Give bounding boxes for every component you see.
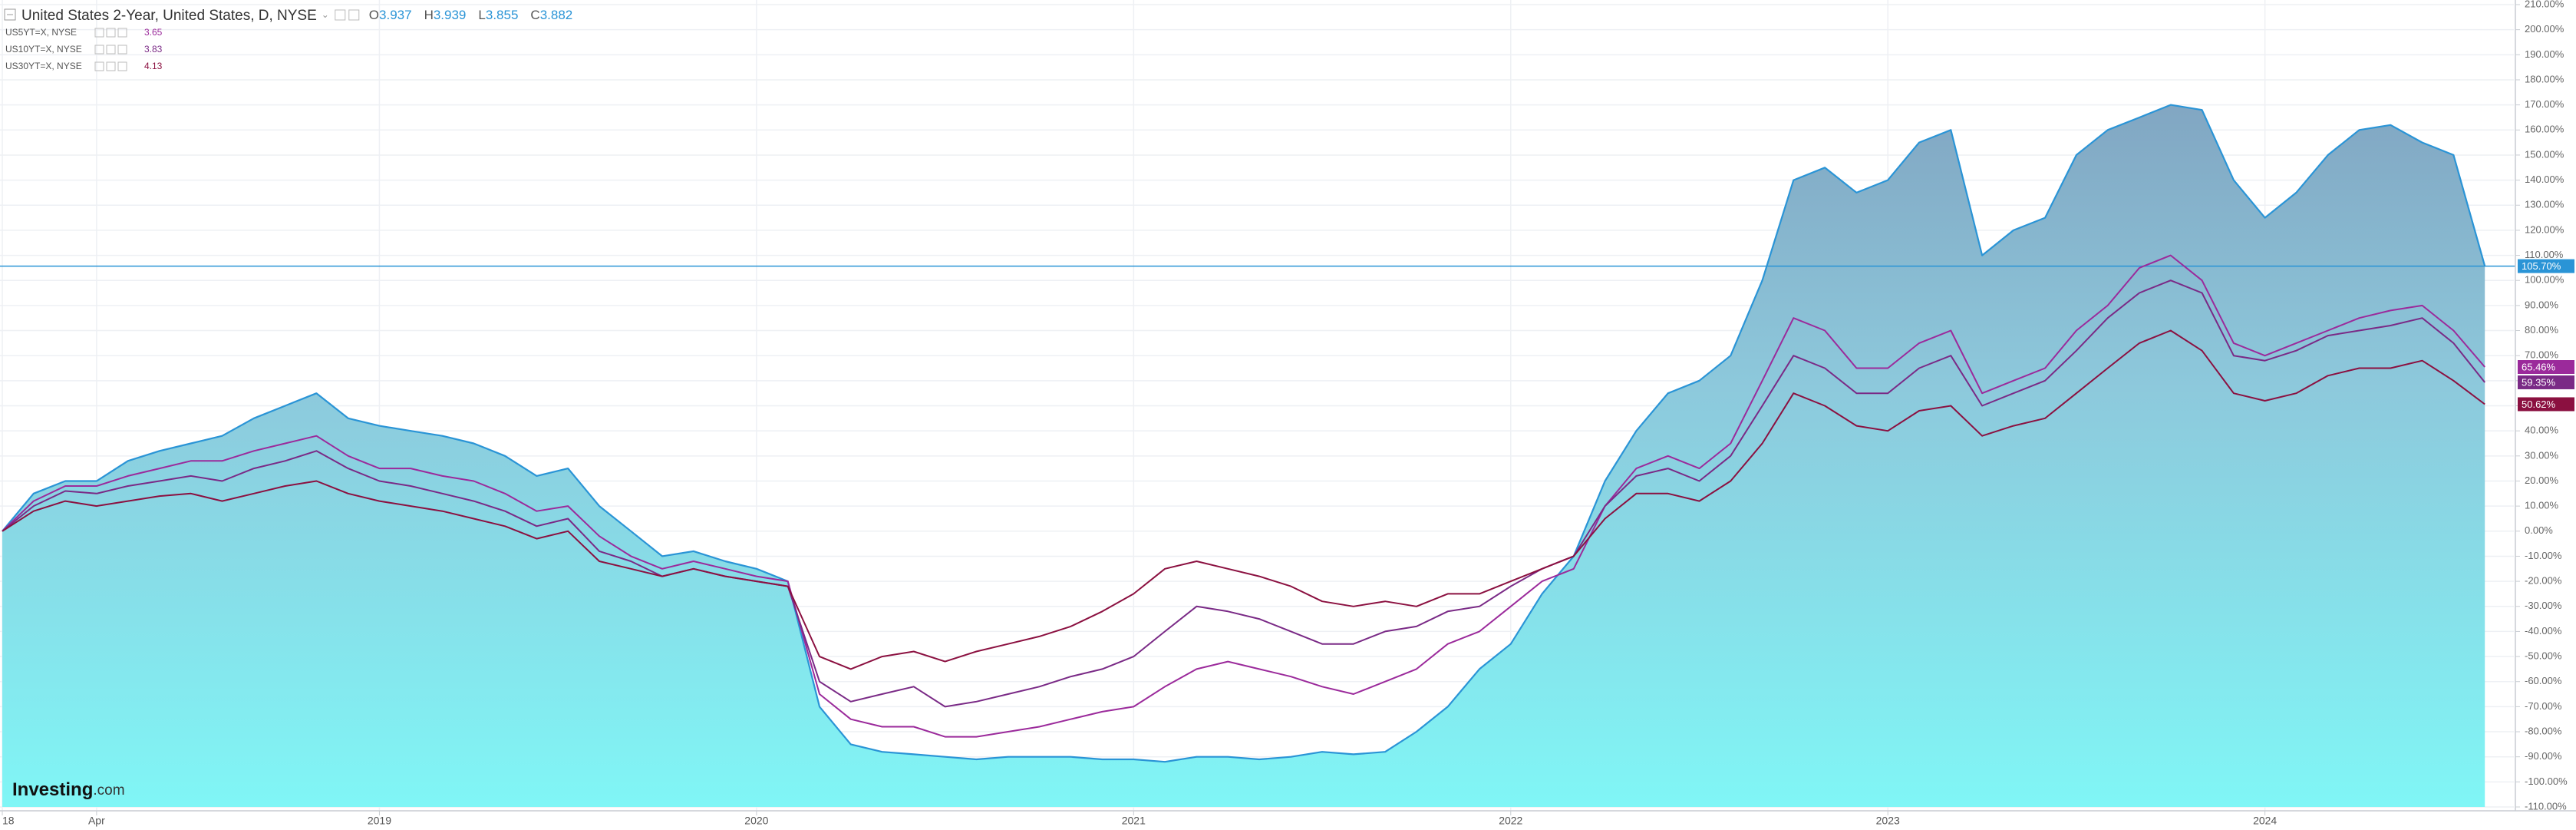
header-icon: [335, 9, 346, 21]
last-value-label: 65.46%: [2522, 361, 2556, 372]
header: United States 2-Year, United States, D, …: [4, 8, 572, 71]
line: [2, 279, 2485, 708]
legend-icon: [106, 45, 116, 55]
x-tick-label: 2023: [1876, 815, 1900, 827]
line: [2, 329, 2485, 670]
y-tick-label: -70.00%: [2525, 700, 2562, 712]
y-tick-label: 10.00%: [2525, 500, 2559, 511]
y-tick-label: 190.00%: [2525, 48, 2564, 60]
chart-title: United States 2-Year, United States, D, …: [21, 8, 317, 24]
x-tick-label: 2020: [744, 815, 768, 827]
legend-icon: [106, 28, 116, 38]
y-tick-label: 40.00%: [2525, 425, 2559, 436]
ohlc-label: C: [530, 8, 539, 22]
ohlc-item: C3.882: [530, 8, 572, 22]
last-value-tag: [2518, 397, 2574, 412]
ohlc-label: O: [369, 8, 379, 22]
last-value-label: 50.62%: [2522, 398, 2556, 410]
legend-icon: [106, 61, 116, 71]
ohlc-value: 3.939: [434, 8, 467, 22]
line: [2, 104, 2486, 763]
y-tick-label: 150.00%: [2525, 148, 2564, 160]
dropdown-arrow: ⌄: [322, 9, 329, 20]
y-tick-label: -30.00%: [2525, 600, 2562, 611]
y-tick-label: 80.00%: [2525, 324, 2559, 336]
last-value-label: 59.35%: [2522, 376, 2556, 388]
legend-icon: [117, 61, 127, 71]
y-tick-label: 180.00%: [2525, 73, 2564, 84]
last-value-tag: [2518, 360, 2574, 375]
y-tick-label: -80.00%: [2525, 725, 2562, 736]
area: [2, 104, 2485, 808]
legend-icon: [117, 28, 127, 38]
brand-name: Investing: [12, 779, 93, 800]
last-value-tag: [2518, 375, 2574, 389]
last-value-label: 105.70%: [2522, 260, 2561, 272]
y-tick-label: 210.00%: [2525, 0, 2564, 9]
y-tick-label: -20.00%: [2525, 575, 2562, 587]
legend-name: US30YT=X, NYSE: [5, 61, 82, 71]
y-tick-label: 0.00%: [2525, 524, 2553, 536]
plot: [0, 104, 2515, 808]
x-tick-label: 2024: [2253, 815, 2277, 827]
brand-suffix: .com: [93, 782, 124, 799]
ohlc-value: 3.855: [486, 8, 519, 22]
header-icon: [348, 9, 360, 21]
y-tick-label: 110.00%: [2525, 249, 2564, 260]
y-tick-label: 160.00%: [2525, 124, 2564, 135]
y-tick-label: 170.00%: [2525, 98, 2564, 110]
legend-icon: [94, 28, 104, 38]
last-value-tag: [2518, 259, 2574, 273]
x-tick-label: Apr: [88, 815, 105, 827]
collapse-icon[interactable]: [4, 8, 16, 21]
x-tick-label: 2021: [1122, 815, 1146, 827]
y-tick-label: 140.00%: [2525, 174, 2564, 185]
y-tick-label: -40.00%: [2525, 625, 2562, 637]
y-tick-label: -100.00%: [2525, 775, 2568, 787]
ohlc-label: H: [424, 8, 434, 22]
y-tick-label: -110.00%: [2525, 800, 2567, 812]
y-tick-label: 30.00%: [2525, 449, 2559, 461]
legend-value: 3.83: [144, 44, 163, 55]
legend-name: US10YT=X, NYSE: [5, 44, 82, 55]
x-tick-label: 18: [2, 815, 15, 827]
y-tick-label: -90.00%: [2525, 750, 2562, 762]
y-tick-label: -50.00%: [2525, 650, 2562, 662]
brand-text: Investing.com: [12, 779, 125, 800]
ohlc-value: 3.882: [540, 8, 573, 22]
line: [2, 254, 2485, 738]
legend-value: 3.65: [144, 27, 163, 38]
ohlc-item: H3.939: [424, 8, 467, 22]
legend-name: US5YT=X, NYSE: [5, 27, 77, 38]
ohlc-item: L3.855: [478, 8, 518, 22]
y-tick-label: 70.00%: [2525, 349, 2559, 361]
y-tick-label: 100.00%: [2525, 274, 2564, 286]
ohlc-item: O3.937: [369, 8, 412, 22]
x-tick-label: 2019: [368, 815, 391, 827]
legend-icon: [117, 45, 127, 55]
brand: Investing.com: [12, 779, 125, 800]
y-tick-label: 200.00%: [2525, 23, 2564, 35]
x-tick-label: 2022: [1499, 815, 1522, 827]
y-tick-label: 130.00%: [2525, 199, 2564, 210]
ohlc-value: 3.937: [379, 8, 412, 22]
ohlc-label: L: [478, 8, 485, 22]
legend-icon: [94, 45, 104, 55]
y-tick-label: 20.00%: [2525, 475, 2559, 486]
y-tick-label: 120.00%: [2525, 223, 2564, 235]
y-tick-label: -60.00%: [2525, 675, 2562, 686]
legend-value: 4.13: [144, 61, 163, 71]
legend-icon: [94, 61, 104, 71]
y-tick-label: -10.00%: [2525, 550, 2562, 561]
y-tick-label: 90.00%: [2525, 299, 2559, 310]
